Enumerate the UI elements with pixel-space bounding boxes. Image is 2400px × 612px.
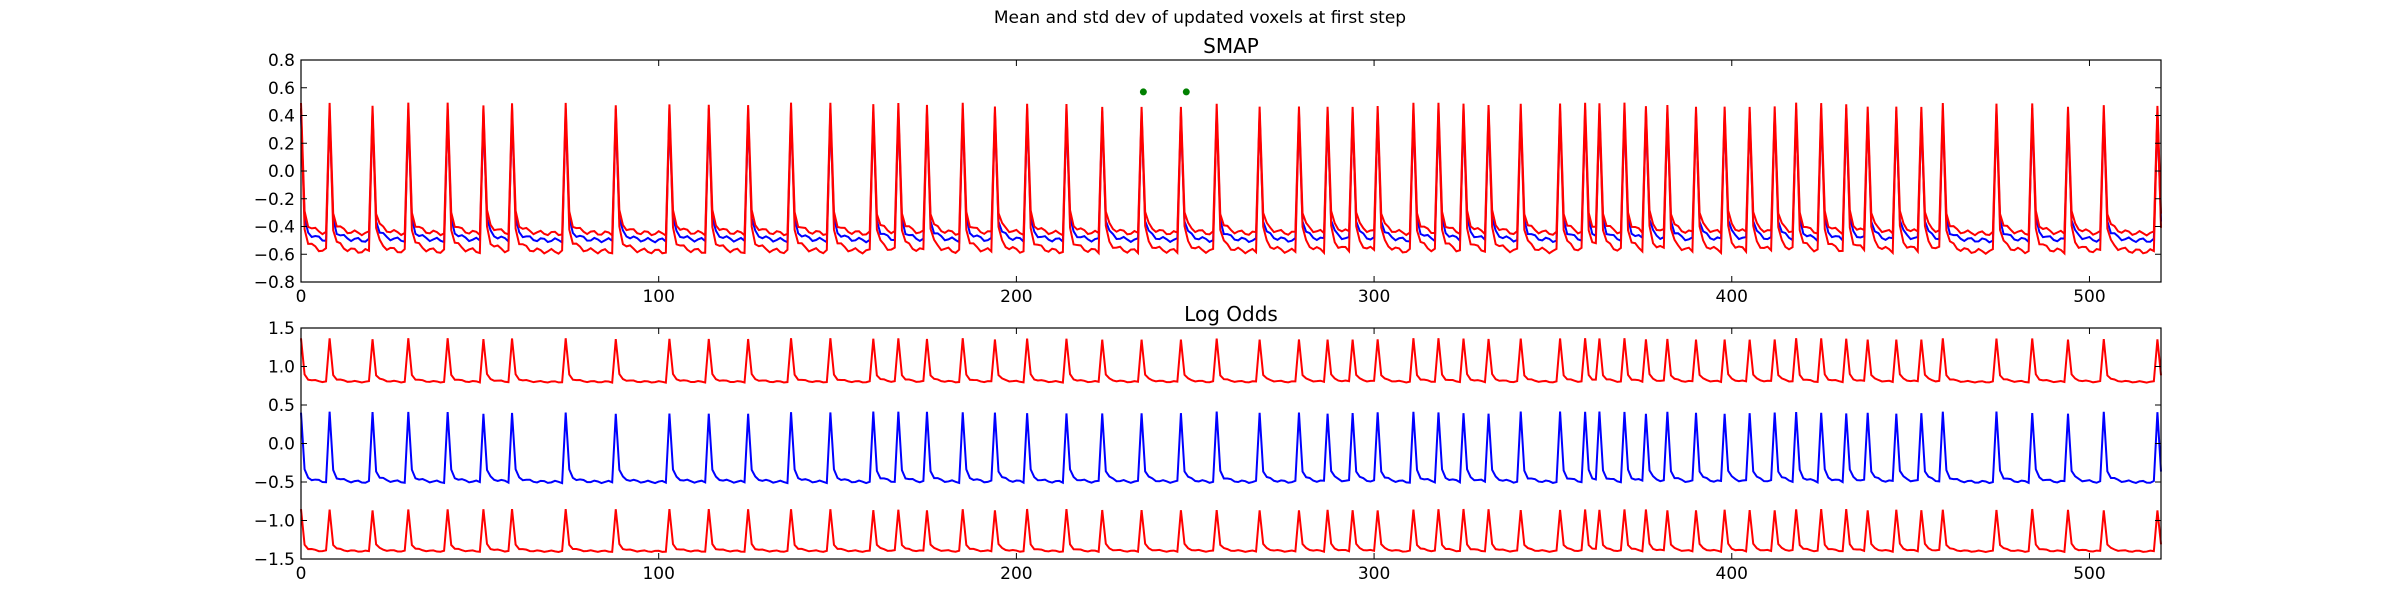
log-odds-xtick-label: 200	[1000, 564, 1032, 584]
log-odds-ytick-label: 1.0	[268, 358, 295, 378]
log-odds-series-mean+std-line	[300, 338, 2162, 384]
smap-ytick-label: −0.8	[254, 273, 295, 293]
log-odds-xtick-label: 400	[1716, 564, 1748, 584]
smap-xtick-label: 200	[1000, 287, 1032, 307]
smap-xtick-label: 100	[642, 287, 674, 307]
smap-ytick-label: −0.4	[254, 218, 295, 238]
smap-xtick-label: 400	[1716, 287, 1748, 307]
log-odds-xtick-label: 0	[296, 564, 307, 584]
smap-ytick-label: 0.2	[268, 134, 295, 154]
log-odds-series-mean-line	[300, 411, 2162, 485]
smap-ytick-label: 0.6	[268, 79, 295, 99]
log-odds-xtick-label: 100	[642, 564, 674, 584]
smap-xtick-label: 500	[2073, 287, 2105, 307]
smap-ytick-label: 0.4	[268, 107, 295, 127]
smap-ytick-label: −0.6	[254, 245, 295, 265]
smap-ytick-label: −0.2	[254, 190, 295, 210]
log-odds-ytick-label: −1.0	[254, 512, 295, 532]
log-odds-series-mean-std-line	[300, 508, 2162, 554]
log-odds-xtick-label: 300	[1358, 564, 1390, 584]
log-odds-ytick-label: 0.0	[268, 435, 295, 455]
log-odds-axes-frame	[300, 327, 2162, 560]
smap-marker-0	[1139, 88, 1147, 96]
smap-series-mean+std-line	[300, 102, 2162, 238]
smap-marker-1	[1182, 88, 1190, 96]
smap-series-mean-std-line	[300, 107, 2162, 256]
smap-series-mean-line	[300, 113, 2162, 245]
figure-title: Mean and std dev of updated voxels at fi…	[993, 8, 1407, 28]
log-odds-ytick-label: 0.5	[268, 396, 295, 416]
log-odds-ytick-label: −1.5	[254, 550, 295, 570]
log-odds-ytick-label: 1.5	[268, 319, 295, 339]
smap-xtick-label: 300	[1358, 287, 1390, 307]
log-odds-xtick-label: 500	[2073, 564, 2105, 584]
smap-ytick-label: 0.8	[268, 51, 295, 71]
smap-xtick-label: 0	[296, 287, 307, 307]
log-odds-title: Log Odds	[1184, 302, 1278, 326]
log-odds-panel: Log Odds 0 100 200 300 400 500 −1.5 −1.0 −0.5 0.0 0…	[254, 302, 2162, 584]
smap-title: SMAP	[1203, 34, 1259, 58]
smap-ytick-label: 0.0	[268, 162, 295, 182]
smap-panel: SMAP 0 100 200 300 400 500 −0.8 −0.6 −0.4 −0.2 0.0 0…	[254, 34, 2162, 307]
log-odds-ytick-label: −0.5	[254, 473, 295, 493]
